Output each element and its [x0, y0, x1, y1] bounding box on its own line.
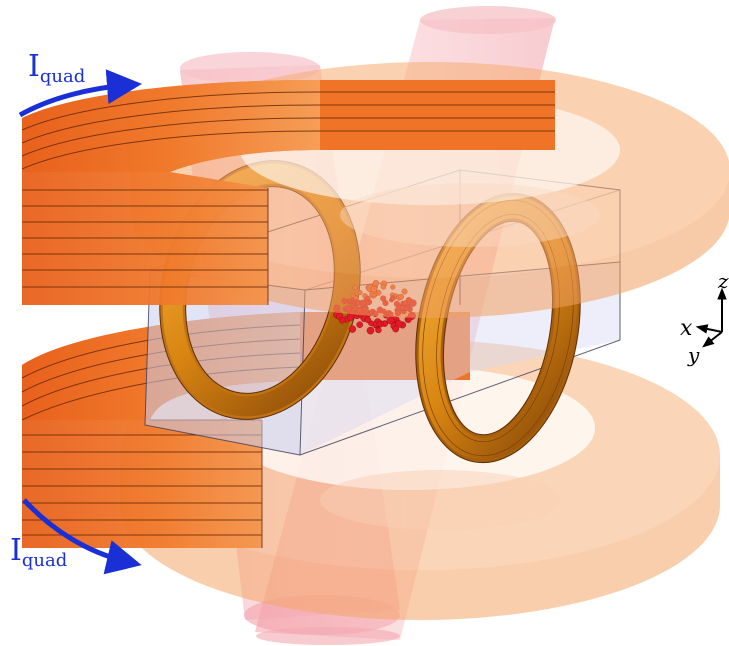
- bottom-current-indicator: Iquad: [10, 498, 142, 575]
- atom: [338, 316, 346, 324]
- atom: [364, 316, 372, 324]
- atom: [366, 326, 375, 335]
- atom: [375, 327, 382, 334]
- y-axis-label: y: [687, 343, 700, 367]
- atom: [347, 313, 355, 321]
- x-axis-label: x: [680, 316, 693, 341]
- atom: [386, 316, 395, 325]
- x-axis-arrow: [695, 324, 723, 334]
- y-axis-arrow: [702, 331, 723, 348]
- bottom-current-label: Iquad: [10, 533, 67, 571]
- atom: [376, 321, 382, 327]
- atom: [348, 325, 357, 333]
- top-current-indicator: Iquad: [18, 49, 142, 118]
- atom: [356, 321, 364, 329]
- top-current-label: Iquad: [28, 49, 85, 87]
- z-axis-label: z: [717, 269, 729, 293]
- atom: [392, 325, 400, 333]
- coordinate-axes: z x y: [680, 269, 729, 367]
- atom: [405, 317, 412, 323]
- top-coil-cut-section: [21, 80, 555, 305]
- atom: [394, 320, 403, 328]
